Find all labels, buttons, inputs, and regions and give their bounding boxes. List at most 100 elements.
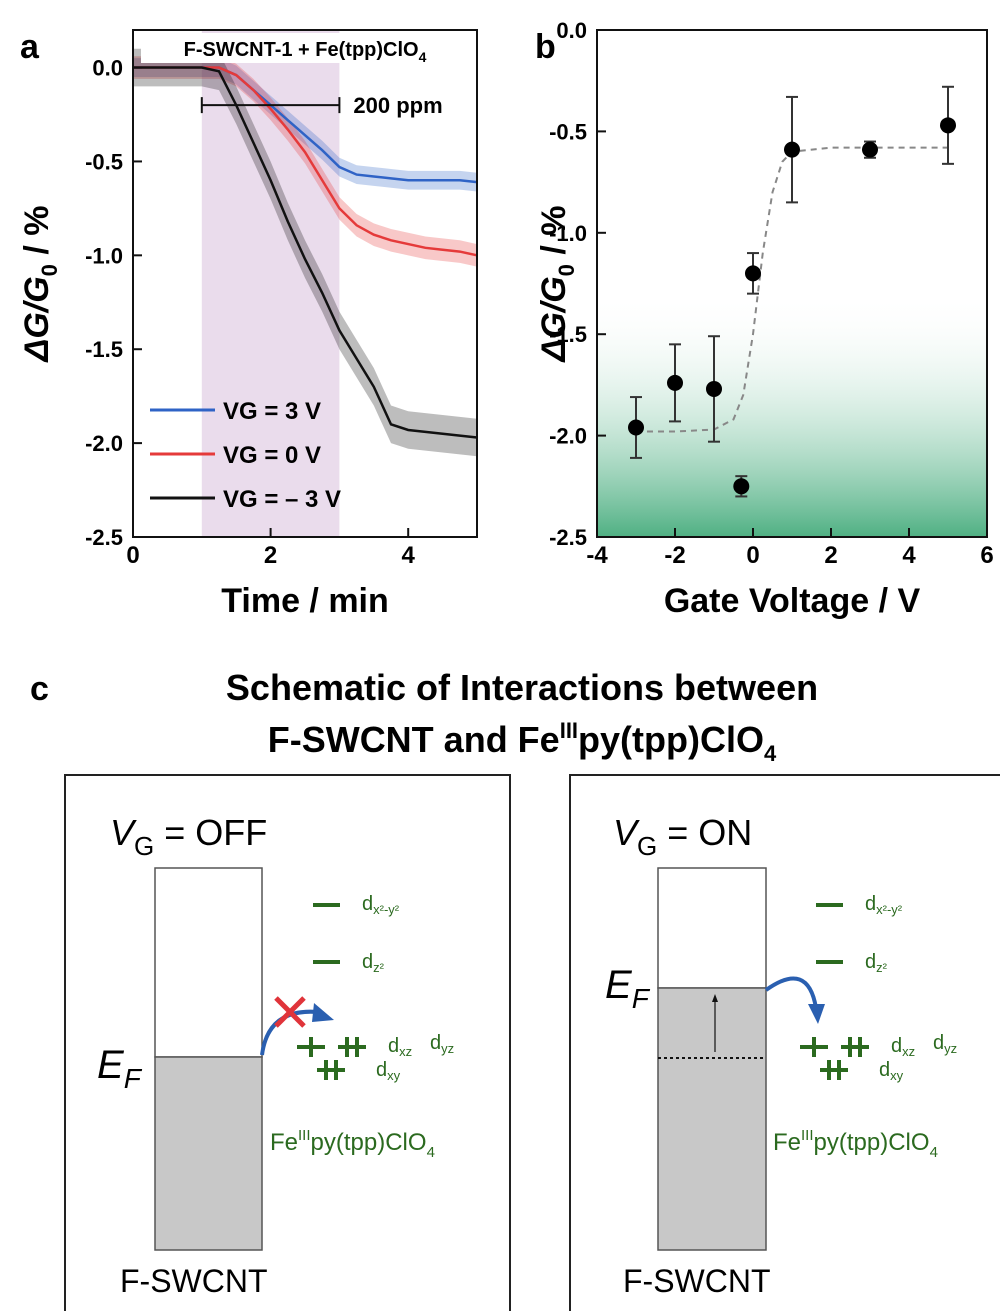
x-tick-label: 2 (264, 542, 277, 569)
y-tick-label: -2.0 (85, 431, 123, 456)
schematic-title: F-SWCNT and FeIIIpy(tpp)ClO4 (268, 718, 777, 766)
text: d (865, 893, 876, 915)
text: xz (399, 1044, 412, 1059)
x-axis-label: Time / min (221, 582, 389, 620)
transfer-arrow (764, 976, 818, 1009)
panel-label: a (20, 28, 40, 66)
text: F-SWCNT-1 + Fe(tpp)ClO (184, 39, 419, 61)
panel-label: c (30, 670, 49, 708)
y-tick-label: -1.0 (85, 243, 123, 268)
y-tick-label: -0.5 (549, 119, 587, 144)
text: E (97, 1043, 125, 1087)
text: xy (890, 1068, 904, 1083)
text: / % (18, 206, 56, 265)
plot-frame (132, 29, 478, 538)
text: x²-y² (373, 902, 400, 917)
text: 0 (554, 264, 579, 276)
point (733, 478, 750, 495)
text: d (430, 1032, 441, 1054)
legend-label: VG = – 3 V (223, 486, 341, 513)
text: py(tpp)ClO (814, 1129, 930, 1156)
text: 4 (419, 49, 427, 65)
fit-curve (636, 146, 948, 433)
gate-label: VG = OFF (110, 812, 267, 861)
text: = OFF (154, 812, 267, 853)
y-tick-label: -1.5 (85, 337, 123, 362)
legend-label: VG = 3 V (223, 398, 321, 425)
text: xy (387, 1068, 401, 1083)
text: F (632, 983, 651, 1014)
x-tick-label: 2 (824, 542, 837, 569)
arrow-head (312, 1003, 334, 1022)
text: E (605, 963, 633, 1007)
fermi-label: EF (605, 963, 651, 1014)
text: d (362, 951, 373, 973)
text: = ON (657, 812, 752, 853)
level-label: dyz (933, 1032, 957, 1056)
text: d (891, 1035, 902, 1057)
level-label: dxy (376, 1059, 401, 1083)
material-label: F-SWCNT (623, 1263, 771, 1299)
x-tick-label: 0 (746, 542, 759, 569)
text: z² (373, 960, 385, 975)
band-empty (154, 867, 263, 1058)
y-axis-label: ΔG/G0 / % (535, 206, 579, 364)
band-filled (154, 1056, 263, 1251)
text: III (298, 1127, 311, 1144)
y-tick-label: 0.0 (556, 18, 587, 43)
text: d (933, 1032, 944, 1054)
text: 4 (427, 1144, 435, 1161)
text: G (637, 831, 657, 861)
y-tick-label: -1.0 (549, 221, 587, 246)
arrow-head (712, 994, 718, 1002)
x-axis-label: Gate Voltage / V (664, 582, 921, 620)
annotation: 200 ppm (353, 93, 442, 118)
level-label: dz² (362, 951, 385, 975)
point (667, 374, 683, 391)
x-tick-label: -4 (586, 542, 608, 569)
y-tick-label: -1.5 (549, 322, 587, 347)
fermi-label: EF (97, 1043, 143, 1094)
text: d (865, 951, 876, 973)
text: xz (902, 1044, 915, 1059)
text: III (801, 1127, 814, 1144)
molecule-label: FeIIIpy(tpp)ClO4 (270, 1127, 435, 1161)
point (862, 141, 878, 158)
text: d (879, 1059, 890, 1081)
text: z² (876, 960, 888, 975)
text: ΔG/G (535, 276, 573, 363)
x-tick-label: -2 (664, 542, 685, 569)
arrow-head (808, 1004, 825, 1024)
point (745, 265, 761, 282)
text: 4 (764, 741, 777, 766)
band-filled (657, 987, 767, 1251)
point (628, 419, 644, 436)
text: V (110, 812, 137, 853)
error-band (133, 58, 477, 192)
plot-frame (596, 29, 988, 538)
text: yz (944, 1041, 957, 1056)
text: Fe (773, 1129, 801, 1156)
panel-box (64, 774, 511, 1311)
x-tick-label: 0 (126, 542, 139, 569)
text: d (388, 1035, 399, 1057)
schematic: c Schematic of Interactions between F-SW… (30, 667, 1000, 1311)
level-label: dxz (388, 1035, 412, 1059)
text: F-SWCNT and Fe (268, 719, 560, 760)
level-label: dz² (865, 951, 888, 975)
d-levels (297, 903, 366, 1080)
text: / % (535, 206, 573, 265)
text: d (362, 893, 373, 915)
text: F (124, 1063, 143, 1094)
panel-label: b (535, 28, 556, 66)
background-band (597, 293, 987, 537)
material-label: F-SWCNT (120, 1263, 268, 1299)
level-labels: dx²-y² dz² dxz dyz dxy (865, 893, 957, 1083)
x-tick-label: 6 (980, 542, 993, 569)
text: yz (441, 1041, 454, 1056)
y-tick-label: -2.5 (85, 525, 123, 550)
level-label: dxy (879, 1059, 904, 1083)
text: ΔG/G (18, 276, 56, 363)
text: V (613, 812, 640, 853)
